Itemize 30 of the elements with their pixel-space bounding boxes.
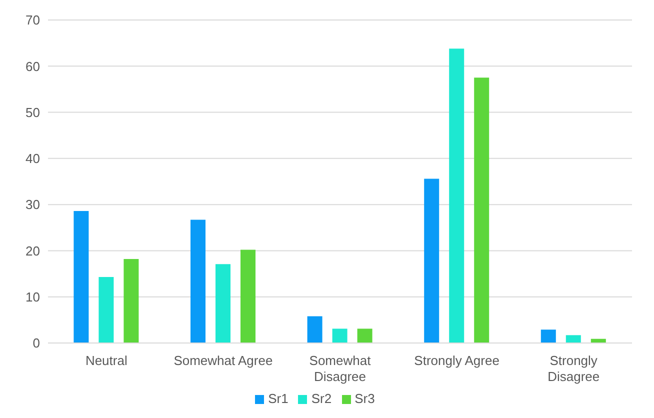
bar bbox=[424, 178, 440, 343]
legend-label: Sr2 bbox=[311, 391, 332, 406]
y-tick-label: 70 bbox=[26, 12, 40, 28]
bar bbox=[74, 211, 89, 343]
bar bbox=[474, 78, 490, 343]
bar bbox=[240, 250, 256, 343]
bar bbox=[449, 48, 464, 343]
y-tick-label: 60 bbox=[26, 58, 40, 74]
x-tick-label: Somewhat Disagree bbox=[309, 353, 372, 384]
bar bbox=[124, 259, 139, 343]
bar bbox=[357, 328, 372, 343]
x-tick-label: Strongly Disagree bbox=[548, 353, 600, 384]
bar bbox=[98, 277, 114, 343]
x-tick-label: Neutral bbox=[85, 353, 128, 368]
y-tick-label: 10 bbox=[26, 289, 40, 304]
legend-label: Sr1 bbox=[268, 391, 288, 406]
bar bbox=[332, 328, 348, 343]
bar bbox=[540, 330, 556, 343]
y-tick-label: 50 bbox=[26, 104, 40, 120]
y-tick-label: 30 bbox=[26, 197, 40, 212]
bar bbox=[307, 316, 322, 343]
bar bbox=[215, 264, 230, 343]
x-tick-label: Strongly Agree bbox=[414, 353, 500, 368]
y-tick-label: 0 bbox=[32, 336, 40, 351]
bar bbox=[190, 220, 206, 343]
legend-label: Sr3 bbox=[354, 391, 375, 406]
y-tick-label: 40 bbox=[26, 151, 40, 166]
bar bbox=[566, 335, 581, 343]
y-tick-label: 20 bbox=[26, 243, 40, 258]
x-tick-label: Somewhat Agree bbox=[174, 353, 273, 368]
